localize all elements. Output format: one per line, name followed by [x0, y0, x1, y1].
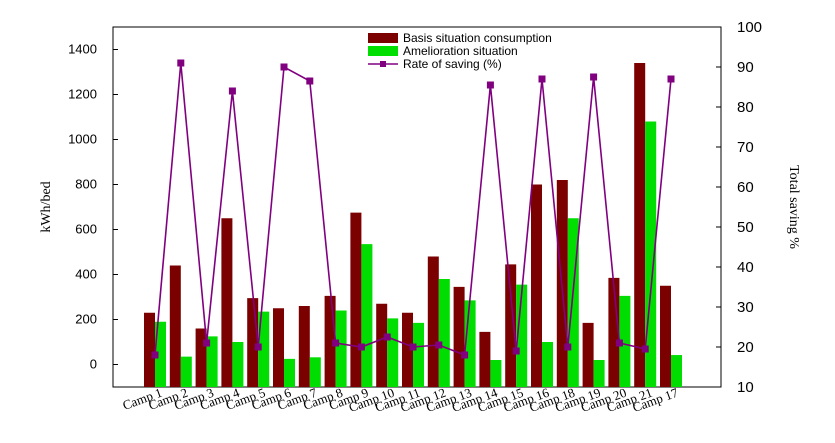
saving-rate-point [203, 339, 211, 347]
saving-rate-point [615, 339, 623, 347]
saving-rate-point [564, 343, 572, 351]
right-tick-label: 40 [737, 259, 754, 276]
bar-amelioration [180, 356, 192, 387]
right-tick-label: 10 [737, 379, 754, 396]
bar-amelioration [542, 342, 553, 387]
bar-amelioration [258, 311, 270, 387]
left-tick-label: 600 [75, 222, 97, 237]
saving-rate-point [306, 77, 314, 85]
left-tick-label: 200 [75, 312, 97, 327]
saving-rate-line [151, 59, 675, 359]
bar-basis [144, 312, 155, 387]
saving-rate-point [151, 351, 159, 359]
saving-rate-point [177, 59, 185, 67]
bar-amelioration [387, 318, 399, 387]
right-tick-label: 90 [737, 59, 754, 76]
saving-rate-point [512, 347, 520, 355]
bar-basis [402, 312, 413, 387]
bar-amelioration [490, 360, 502, 387]
bar-amelioration [619, 295, 631, 387]
bar-basis [660, 285, 671, 387]
bar-basis [298, 306, 310, 387]
bars [144, 63, 682, 387]
bar-basis [169, 265, 181, 387]
left-axis-ticks: 0 200 400 600 800 1000 1200 1400 [68, 42, 118, 372]
right-tick-label: 70 [737, 139, 754, 156]
legend-box [365, 30, 575, 72]
bar-amelioration [335, 310, 347, 387]
bar-basis [273, 308, 284, 387]
legend: Basis situation consumption Amelioration… [365, 30, 575, 72]
saving-rate-point [409, 343, 417, 351]
bar-amelioration [593, 360, 605, 387]
bar-amelioration [438, 279, 450, 387]
bar-basis [221, 218, 233, 387]
bar-basis [582, 322, 594, 387]
bar-basis [634, 63, 646, 387]
left-tick-label: 0 [90, 357, 97, 372]
y2-axis-label: Total saving % [786, 165, 801, 249]
saving-rate-point [538, 75, 546, 83]
legend-marker-saving [380, 61, 386, 67]
legend-label-basis: Basis situation consumption [403, 31, 552, 45]
legend-label-saving: Rate of saving (%) [403, 57, 502, 71]
right-tick-label: 20 [737, 339, 754, 356]
left-tick-label: 400 [75, 267, 97, 282]
bar-amelioration [232, 342, 244, 387]
bar-amelioration [464, 300, 476, 387]
left-tick-label: 1200 [68, 87, 97, 102]
bar-amelioration [206, 336, 218, 387]
bar-amelioration [309, 357, 321, 387]
bar-amelioration [516, 284, 528, 387]
saving-rate-point [486, 81, 494, 89]
bar-amelioration [413, 322, 424, 387]
bar-basis [453, 286, 465, 387]
right-tick-label: 100 [737, 19, 762, 36]
saving-rate-point [667, 75, 675, 83]
saving-rate-point [280, 63, 288, 71]
saving-rate-point [383, 333, 391, 341]
saving-rate-point [228, 87, 236, 95]
right-tick-label: 60 [737, 179, 754, 196]
saving-rate-point [590, 73, 598, 81]
bar-amelioration [567, 218, 579, 387]
left-tick-label: 800 [75, 177, 97, 192]
right-tick-label: 80 [737, 99, 754, 116]
bar-basis [247, 298, 259, 387]
bar-basis [350, 212, 362, 387]
saving-rate-point [357, 343, 365, 351]
bar-amelioration [361, 244, 373, 387]
legend-swatch-basis [368, 33, 398, 43]
left-tick-label: 1000 [68, 132, 97, 147]
legend-swatch-amelioration [368, 46, 398, 56]
bar-basis [427, 256, 439, 387]
saving-rate-point [461, 351, 469, 359]
saving-rate-point [435, 341, 443, 349]
bar-basis [531, 184, 542, 387]
bar-amelioration [671, 355, 682, 387]
bar-basis [324, 295, 336, 387]
right-tick-label: 30 [737, 299, 754, 316]
bar-basis [608, 277, 620, 387]
bar-basis [479, 331, 491, 387]
saving-rate-point [254, 343, 262, 351]
right-tick-label: 50 [737, 219, 754, 236]
bar-amelioration [645, 121, 657, 387]
saving-rate-point [641, 345, 649, 353]
saving-rate-point [332, 339, 340, 347]
legend-label-amelioration: Amelioration situation [403, 44, 518, 58]
y-axis-label: kWh/bed [39, 181, 54, 232]
left-tick-label: 1400 [68, 42, 97, 57]
right-axis-ticks: 10 20 30 40 50 60 70 80 90 100 [716, 19, 762, 396]
bar-basis [376, 303, 388, 387]
bar-amelioration [284, 358, 295, 387]
bar-basis [505, 264, 517, 387]
bar-amelioration [155, 321, 166, 387]
bar-basis [195, 328, 207, 387]
